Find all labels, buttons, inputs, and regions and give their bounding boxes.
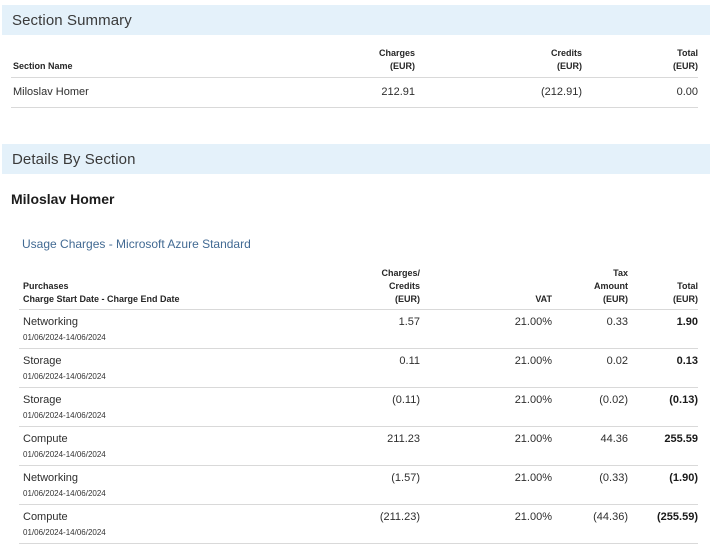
usage-charges-subheading: Usage Charges - Microsoft Azure Standard	[22, 237, 713, 251]
purchase-name: Networking	[23, 315, 354, 330]
purchase-cell: Storage 01/06/2024-14/06/2024	[19, 349, 354, 388]
purchase-name: Storage	[23, 393, 354, 408]
details-col-tax-amount: Tax Amount (EUR)	[552, 267, 628, 310]
usage-charge-row: Storage 01/06/2024-14/06/2024 0.11 21.00…	[19, 349, 698, 388]
total-value: (0.13)	[628, 388, 698, 427]
tax-amount-value: 44.36	[552, 427, 628, 466]
usage-charges-table: Purchases Charge Start Date - Charge End…	[19, 267, 698, 544]
purchase-name: Compute	[23, 510, 354, 525]
purchase-name: Networking	[23, 471, 354, 486]
charges-credits-value: 1.57	[354, 310, 420, 349]
purchase-period: 01/06/2024-14/06/2024	[23, 486, 354, 500]
usage-charge-row: Networking 01/06/2024-14/06/2024 1.57 21…	[19, 310, 698, 349]
usage-charge-row: Compute 01/06/2024-14/06/2024 211.23 21.…	[19, 427, 698, 466]
charges-credits-value: (1.57)	[354, 466, 420, 505]
vat-value: 21.00%	[420, 388, 552, 427]
summary-header-row: Section Name Charges (EUR) Credits (EUR)…	[11, 47, 698, 78]
tax-amount-value: 0.33	[552, 310, 628, 349]
summary-row-charges: 212.91	[261, 78, 415, 108]
tax-amount-value: (0.33)	[552, 466, 628, 505]
purchase-cell: Networking 01/06/2024-14/06/2024	[19, 466, 354, 505]
summary-row-total: 0.00	[582, 78, 698, 108]
purchase-period: 01/06/2024-14/06/2024	[23, 408, 354, 422]
purchase-period: 01/06/2024-14/06/2024	[23, 330, 354, 344]
details-col-charges-credits: Charges/ Credits (EUR)	[354, 267, 420, 310]
section-summary-table: Section Name Charges (EUR) Credits (EUR)…	[11, 47, 698, 108]
total-value: 0.13	[628, 349, 698, 388]
section-summary-title: Section Summary	[12, 12, 132, 29]
purchase-cell: Storage 01/06/2024-14/06/2024	[19, 388, 354, 427]
usage-charge-row: Compute 01/06/2024-14/06/2024 (211.23) 2…	[19, 505, 698, 544]
charges-credits-value: (211.23)	[354, 505, 420, 544]
purchase-name: Storage	[23, 354, 354, 369]
purchase-cell: Compute 01/06/2024-14/06/2024	[19, 427, 354, 466]
details-header-row: Purchases Charge Start Date - Charge End…	[19, 267, 698, 310]
details-col-purchases: Purchases Charge Start Date - Charge End…	[19, 267, 354, 310]
summary-col-charges: Charges (EUR)	[261, 47, 415, 78]
vat-value: 21.00%	[420, 505, 552, 544]
section-summary-banner: Section Summary	[2, 5, 710, 35]
summary-row-credits: (212.91)	[415, 78, 582, 108]
summary-row: Miloslav Homer 212.91 (212.91) 0.00	[11, 78, 698, 108]
details-by-section-banner: Details By Section	[2, 144, 710, 174]
purchase-name: Compute	[23, 432, 354, 447]
vat-value: 21.00%	[420, 427, 552, 466]
summary-col-total: Total (EUR)	[582, 47, 698, 78]
summary-col-section-name: Section Name	[11, 47, 261, 78]
total-value: (1.90)	[628, 466, 698, 505]
charges-credits-value: 211.23	[354, 427, 420, 466]
vat-value: 21.00%	[420, 466, 552, 505]
tax-amount-value: (0.02)	[552, 388, 628, 427]
total-value: (255.59)	[628, 505, 698, 544]
charges-credits-value: (0.11)	[354, 388, 420, 427]
purchase-cell: Compute 01/06/2024-14/06/2024	[19, 505, 354, 544]
details-by-section-title: Details By Section	[12, 151, 136, 168]
details-col-total: Total (EUR)	[628, 267, 698, 310]
summary-row-name: Miloslav Homer	[11, 78, 261, 108]
total-value: 255.59	[628, 427, 698, 466]
charges-credits-value: 0.11	[354, 349, 420, 388]
tax-amount-value: (44.36)	[552, 505, 628, 544]
purchase-period: 01/06/2024-14/06/2024	[23, 369, 354, 383]
usage-charge-row: Storage 01/06/2024-14/06/2024 (0.11) 21.…	[19, 388, 698, 427]
tax-amount-value: 0.02	[552, 349, 628, 388]
summary-col-credits: Credits (EUR)	[415, 47, 582, 78]
details-col-vat: VAT	[420, 267, 552, 310]
purchase-period: 01/06/2024-14/06/2024	[23, 525, 354, 539]
purchase-cell: Networking 01/06/2024-14/06/2024	[19, 310, 354, 349]
vat-value: 21.00%	[420, 310, 552, 349]
purchase-period: 01/06/2024-14/06/2024	[23, 447, 354, 461]
details-section-heading: Miloslav Homer	[11, 191, 713, 207]
usage-charge-row: Networking 01/06/2024-14/06/2024 (1.57) …	[19, 466, 698, 505]
vat-value: 21.00%	[420, 349, 552, 388]
total-value: 1.90	[628, 310, 698, 349]
